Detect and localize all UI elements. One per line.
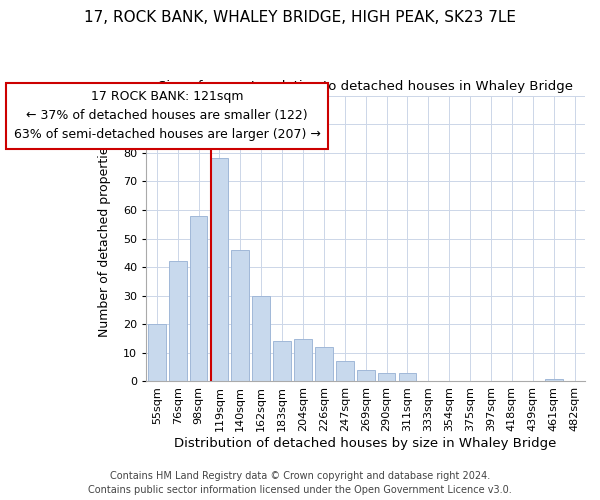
Bar <box>253 296 270 382</box>
Y-axis label: Number of detached properties: Number of detached properties <box>98 140 111 337</box>
Text: 17 ROCK BANK: 121sqm
← 37% of detached houses are smaller (122)
63% of semi-deta: 17 ROCK BANK: 121sqm ← 37% of detached h… <box>14 90 320 141</box>
Bar <box>169 262 187 382</box>
Text: 17, ROCK BANK, WHALEY BRIDGE, HIGH PEAK, SK23 7LE: 17, ROCK BANK, WHALEY BRIDGE, HIGH PEAK,… <box>84 10 516 25</box>
Title: Size of property relative to detached houses in Whaley Bridge: Size of property relative to detached ho… <box>158 80 573 93</box>
Bar <box>336 362 353 382</box>
Bar <box>148 324 166 382</box>
Bar <box>357 370 374 382</box>
Bar <box>377 373 395 382</box>
Bar <box>315 347 333 382</box>
Bar <box>190 216 208 382</box>
Bar <box>398 373 416 382</box>
Bar <box>545 378 563 382</box>
Bar <box>294 338 312 382</box>
X-axis label: Distribution of detached houses by size in Whaley Bridge: Distribution of detached houses by size … <box>175 437 557 450</box>
Bar <box>273 342 291 382</box>
Bar <box>232 250 249 382</box>
Bar <box>211 158 228 382</box>
Text: Contains HM Land Registry data © Crown copyright and database right 2024.
Contai: Contains HM Land Registry data © Crown c… <box>88 471 512 495</box>
